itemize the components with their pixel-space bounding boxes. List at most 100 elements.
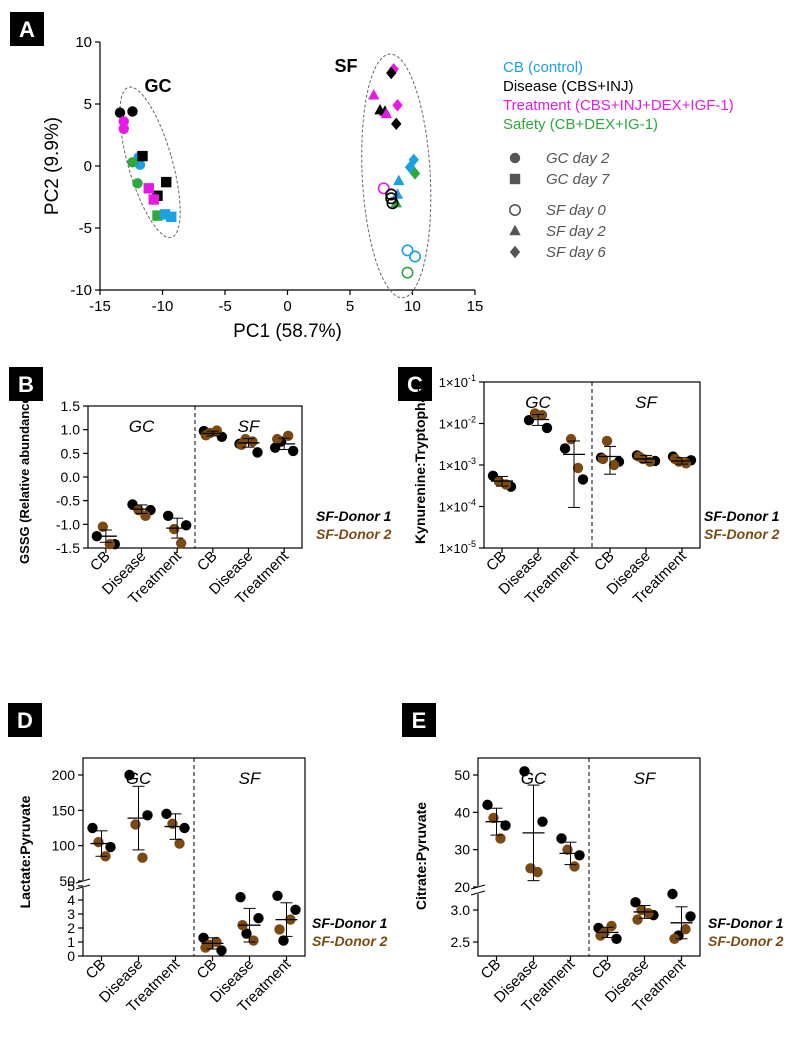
- legend-donor-1: SF-Donor 1: [708, 915, 784, 931]
- cluster-ellipse-gc: [119, 86, 181, 239]
- cluster-label-sf: SF: [334, 56, 357, 76]
- data-point-donor-2: [167, 818, 178, 829]
- y-tick-label: -10: [70, 282, 92, 299]
- data-point-donor-2: [130, 819, 141, 830]
- y-tick-base: 1×10: [439, 500, 468, 515]
- data-point-donor-1: [162, 510, 174, 522]
- y-axis-label: Citrate:Pyruvate: [413, 802, 429, 910]
- y-tick-label: -1.5: [56, 540, 80, 556]
- legend-marker-label: GC day 7: [546, 171, 610, 188]
- data-point-donor-2: [104, 539, 116, 550]
- y-tick-label: -1.0: [56, 516, 80, 532]
- data-point: [166, 211, 177, 223]
- data-point: [385, 188, 398, 201]
- x-category-label: CB: [194, 548, 221, 575]
- y-tick-label: 1.0: [61, 422, 81, 438]
- legend-marker-icon: [509, 173, 521, 185]
- y-tick-base: 1×10: [439, 375, 468, 390]
- y-tick-label: 200: [52, 767, 76, 783]
- y-tick-label: -0.5: [56, 493, 80, 509]
- legend-marker-label: GC day 2: [546, 150, 610, 167]
- y-tick-label: 0: [67, 948, 75, 964]
- data-point-donor-2: [97, 521, 109, 532]
- panel-label: D: [17, 708, 33, 733]
- section-label-sf: SF: [238, 417, 261, 436]
- y-tick-label: 1×10-3: [439, 456, 476, 473]
- panel-label-box: [398, 367, 432, 401]
- y-tick-exponent: -5: [468, 539, 476, 549]
- data-point-donor-2: [633, 451, 645, 462]
- y-tick-label: 50: [59, 873, 75, 889]
- legend-donor-2: SF-Donor 2: [312, 933, 388, 949]
- y-tick-exponent: -4: [468, 498, 476, 508]
- legend-marker-icon: [509, 152, 521, 164]
- y-tick-label: 1×10-2: [439, 415, 476, 432]
- data-point-donor-1: [611, 933, 622, 944]
- data-point-donor-2: [200, 430, 212, 441]
- data-point-donor-2: [643, 908, 654, 919]
- data-point: [132, 178, 143, 189]
- data-point-donor-2: [175, 538, 187, 549]
- y-tick-label: 20: [454, 879, 470, 895]
- legend-donor-2: SF-Donor 2: [704, 526, 780, 542]
- data-point-donor-1: [252, 447, 263, 458]
- data-point: [377, 182, 390, 195]
- data-point: [137, 150, 148, 162]
- y-tick-label: 5: [84, 96, 92, 113]
- data-point-donor-2: [274, 924, 285, 935]
- panel-label-box: [402, 703, 436, 737]
- cluster-ellipse-sf: [361, 53, 432, 299]
- section-label-sf: SF: [634, 769, 657, 788]
- y-axis-label: Kynurenine:Tryptophan: [412, 386, 428, 544]
- x-tick-label: -15: [89, 298, 111, 315]
- data-point: [385, 192, 398, 205]
- data-point-donor-2: [669, 933, 680, 944]
- y-tick-label: 4: [67, 892, 75, 908]
- data-point: [118, 116, 129, 127]
- data-point-donor-1: [559, 443, 571, 454]
- data-point: [390, 197, 402, 208]
- x-category-label: CB: [591, 548, 618, 575]
- y-tick-label: 1: [67, 934, 75, 950]
- x-axis-label: PC1 (58.7%): [233, 321, 342, 342]
- data-point-donor-1: [216, 945, 227, 956]
- section-label-gc: GC: [129, 417, 155, 436]
- data-point-donor-2: [532, 866, 543, 878]
- data-point: [152, 210, 163, 221]
- legend-marker-label: SF day 0: [546, 202, 606, 219]
- data-point-donor-1: [541, 422, 553, 434]
- panel-label-box: [10, 12, 44, 46]
- y-tick-label: 1.5: [61, 398, 81, 414]
- panel-label: B: [18, 372, 34, 397]
- data-point: [392, 99, 403, 112]
- y-tick-exponent: -3: [468, 456, 476, 466]
- legend-donor-1: SF-Donor 1: [316, 508, 392, 524]
- data-point-donor-2: [565, 433, 577, 445]
- y-tick-exponent: -2: [468, 415, 476, 425]
- axis-break-mark: [75, 884, 91, 890]
- legend-donor-1: SF-Donor 1: [704, 508, 780, 524]
- data-point-donor-1: [556, 833, 567, 844]
- cluster-label-gc: GC: [145, 76, 172, 96]
- data-point: [393, 174, 405, 186]
- y-axis-label: GSSG (Relative abundance): [17, 392, 32, 564]
- x-category-label: CB: [87, 548, 114, 575]
- data-point-donor-1: [667, 888, 678, 900]
- data-point-donor-2: [601, 435, 613, 447]
- data-point-donor-2: [137, 852, 148, 863]
- data-point: [401, 266, 414, 279]
- data-point-donor-1: [124, 769, 135, 781]
- y-axis-label: PC2 (9.9%): [42, 117, 63, 215]
- y-tick-label: 50: [454, 767, 470, 783]
- data-point-donor-2: [569, 861, 580, 872]
- data-point-donor-2: [495, 833, 506, 844]
- x-tick-label: 15: [467, 298, 484, 315]
- data-point-donor-2: [93, 836, 104, 848]
- y-tick-label: 0.5: [61, 445, 81, 461]
- x-category-label: CB: [478, 956, 505, 983]
- y-tick-label: -5: [79, 220, 92, 237]
- axis-break-gap: [80, 880, 86, 888]
- legend-group-entry: Safety (CB+DEX+IG-1): [503, 116, 658, 133]
- legend-group-entry: Treatment (CBS+INJ+DEX+IGF-1): [503, 97, 734, 114]
- data-point: [380, 107, 392, 119]
